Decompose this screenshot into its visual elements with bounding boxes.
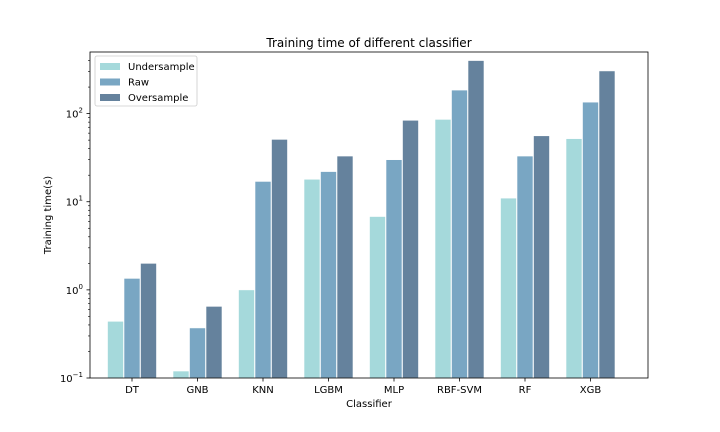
bar-rbf-svm-oversample xyxy=(467,60,485,379)
legend-swatch-oversample xyxy=(100,94,120,101)
bar-dt-raw xyxy=(123,278,141,379)
bar-xgb-undersample xyxy=(565,138,583,379)
legend-label-undersample: Undersample xyxy=(128,62,195,73)
x-tick-label: XGB xyxy=(580,385,602,396)
bar-gnb-raw xyxy=(189,327,206,379)
bar-rbf-svm-raw xyxy=(451,89,468,379)
x-tick-label: RBF-SVM xyxy=(437,385,482,396)
bars-group xyxy=(107,60,616,379)
x-tick-label: GNB xyxy=(186,385,208,396)
plot-frame xyxy=(89,51,649,379)
x-tick-label: MLP xyxy=(384,385,404,396)
bar-rf-oversample xyxy=(533,135,550,379)
x-tick-label: DT xyxy=(125,385,140,396)
bar-knn-oversample xyxy=(271,139,288,379)
y-tick-label: 101 xyxy=(66,195,83,209)
legend-box xyxy=(94,55,198,107)
legend-label-raw: Raw xyxy=(128,78,149,89)
bar-gnb-undersample xyxy=(172,370,190,379)
bar-mlp-oversample xyxy=(402,119,419,379)
x-tick-label: KNN xyxy=(252,385,274,396)
bar-dt-oversample xyxy=(140,263,157,379)
bar-rbf-svm-undersample xyxy=(434,119,452,379)
bar-knn-undersample xyxy=(238,289,255,379)
bar-lgbm-oversample xyxy=(336,155,354,379)
x-axis-label: Classifier xyxy=(346,399,393,410)
x-tick-label: RF xyxy=(519,385,532,396)
bar-lgbm-raw xyxy=(320,171,337,379)
legend: Undersample Raw Oversample xyxy=(94,55,198,107)
bar-gnb-oversample xyxy=(205,306,223,379)
legend-label-oversample: Oversample xyxy=(128,93,188,104)
bar-mlp-raw xyxy=(385,159,403,379)
legend-swatch-raw xyxy=(100,78,120,86)
bar-xgb-raw xyxy=(582,101,599,379)
bar-dt-undersample xyxy=(107,320,124,379)
x-tick-label: LGBM xyxy=(314,385,343,396)
bar-rf-raw xyxy=(516,155,534,379)
chart-title: Training time of different classifier xyxy=(265,36,471,50)
bar-xgb-oversample xyxy=(598,70,616,379)
y-tick-label: 10−1 xyxy=(60,371,83,385)
bar-mlp-undersample xyxy=(369,216,386,379)
bar-lgbm-undersample xyxy=(303,178,321,379)
bar-rf-undersample xyxy=(500,197,517,379)
y-ticks-group: 10−1 100 101 102 xyxy=(60,60,90,385)
y-tick-label: 102 xyxy=(66,107,83,121)
y-tick-label: 100 xyxy=(66,283,83,297)
legend-swatch-undersample xyxy=(100,63,120,70)
bar-knn-raw xyxy=(254,181,272,379)
x-ticks-group: DT GNB KNN LGBM MLP RBF-SVM RF XGB xyxy=(125,378,601,396)
y-axis-label: Training time(s) xyxy=(43,176,54,255)
